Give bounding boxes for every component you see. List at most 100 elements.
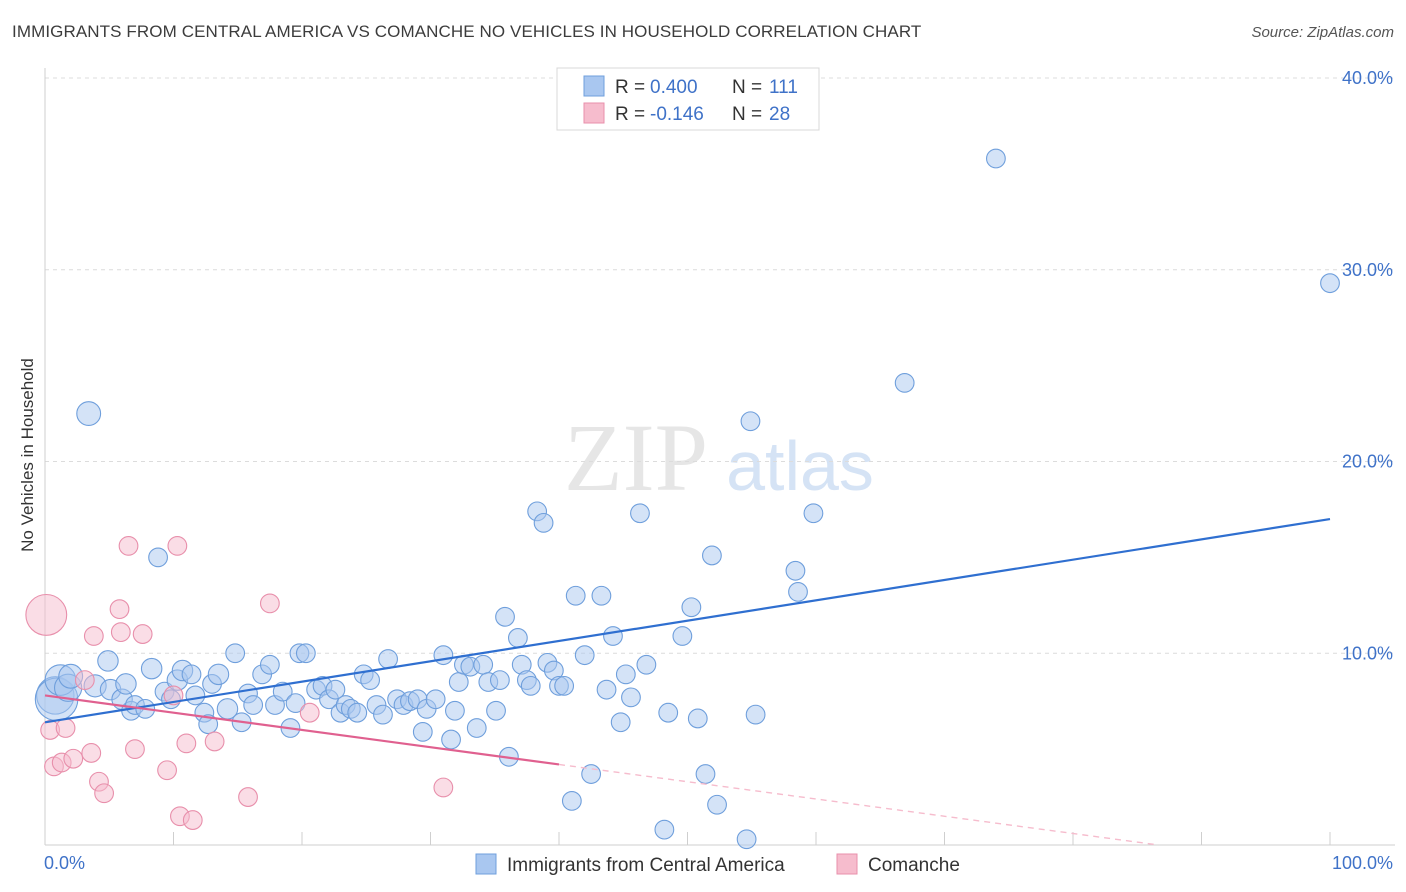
- immigrants-point: [295, 643, 316, 664]
- immigrants-point: [986, 148, 1006, 169]
- immigrants-point: [702, 545, 722, 566]
- immigrants-point: [615, 664, 636, 685]
- trend-line-immigrants: [44, 517, 1331, 724]
- chart-title: IMMIGRANTS FROM CENTRAL AMERICA VS COMAN…: [12, 22, 922, 41]
- immigrants-point: [97, 650, 119, 672]
- immigrants-point: [243, 695, 264, 715]
- stats-r-value-1: 0.400: [650, 77, 698, 98]
- immigrants-point: [285, 693, 306, 714]
- stats-n-value-1: 111: [769, 77, 798, 98]
- comanche-point: [25, 593, 68, 636]
- immigrants-point: [507, 628, 528, 648]
- comanche-point: [182, 810, 203, 830]
- immigrants-point: [803, 503, 824, 524]
- comanche-point: [110, 622, 131, 643]
- immigrants-point: [466, 718, 487, 738]
- immigrants-point: [658, 702, 679, 723]
- immigrants-point: [745, 704, 766, 725]
- comanche-point: [74, 670, 95, 690]
- immigrants-point: [672, 626, 693, 646]
- watermark-atlas: atlas: [726, 427, 874, 505]
- immigrants-point: [520, 675, 541, 696]
- comanche-point: [157, 760, 177, 781]
- immigrants-point: [360, 670, 381, 690]
- immigrants-point: [561, 790, 582, 811]
- trend-line-comanche: [44, 694, 560, 766]
- immigrants-point: [785, 560, 806, 581]
- x-tick-label: 100.0%: [1332, 853, 1393, 873]
- immigrants-point: [76, 401, 102, 427]
- immigrants-point: [185, 685, 206, 706]
- immigrants-point: [378, 649, 398, 669]
- legend-label-immigrants: Immigrants from Central America: [507, 855, 785, 876]
- comanche-point: [204, 731, 225, 752]
- immigrants-point: [591, 585, 612, 606]
- gridlines: [45, 77, 1395, 654]
- comanche-point: [132, 624, 153, 644]
- stats-swatch-pink: [583, 102, 605, 124]
- immigrants-point: [473, 654, 494, 675]
- y-tick-label: 40.0%: [1342, 68, 1393, 88]
- immigrants-point: [695, 764, 716, 784]
- immigrants-point: [115, 673, 137, 695]
- immigrants-point: [740, 411, 761, 432]
- immigrants-point: [681, 597, 702, 618]
- svg-text:R = -0.146 N =: R = -0.146 N = 28: [615, 104, 790, 125]
- immigrants-point: [148, 547, 168, 568]
- comanche-point: [109, 599, 130, 620]
- trend-lines: [44, 517, 1331, 846]
- immigrants-point: [565, 585, 586, 606]
- stats-r-label-2: R =: [615, 104, 650, 125]
- immigrants-point: [621, 687, 641, 708]
- immigrants-point: [636, 654, 657, 675]
- comanche-point: [167, 535, 188, 556]
- immigrants-point: [445, 700, 465, 721]
- comanche-point: [433, 777, 454, 798]
- immigrants-point: [448, 672, 469, 692]
- immigrants-point: [140, 657, 163, 680]
- legend-swatch-comanche: [836, 853, 858, 875]
- series-comanche-points: [25, 535, 454, 830]
- comanche-point: [238, 787, 258, 807]
- tick-labels: 10.0% 20.0% 30.0% 40.0% 0.0% 100.0%: [44, 68, 1393, 873]
- comanche-point: [176, 733, 197, 754]
- immigrants-point: [441, 729, 461, 750]
- trend-line-comanche-extension: [558, 763, 1159, 846]
- comanche-point: [55, 718, 76, 738]
- immigrants-point: [788, 581, 808, 602]
- comanche-point: [63, 748, 84, 769]
- immigrants-point: [373, 704, 393, 725]
- immigrants-point: [554, 675, 575, 696]
- stats-n-label-2: N =: [732, 104, 767, 125]
- y-tick-label: 30.0%: [1342, 260, 1393, 280]
- stats-swatch-blue: [583, 75, 605, 97]
- immigrants-point: [272, 681, 293, 702]
- stats-n-label-1: N =: [732, 77, 767, 98]
- comanche-point: [299, 702, 320, 723]
- immigrants-point: [198, 714, 219, 735]
- immigrants-point: [596, 679, 617, 700]
- comanche-point: [125, 739, 145, 760]
- comanche-point: [94, 783, 115, 804]
- stats-r-value-2: -0.146: [650, 104, 704, 125]
- immigrants-point: [707, 794, 727, 815]
- immigrants-point: [630, 503, 650, 524]
- legend-swatch-immigrants: [475, 853, 497, 875]
- x-tick-label: 0.0%: [44, 853, 85, 873]
- immigrants-point: [425, 689, 446, 710]
- immigrants-point: [533, 512, 554, 533]
- stats-r-label-1: R =: [615, 77, 650, 98]
- comanche-point: [83, 626, 104, 646]
- immigrants-point: [610, 712, 631, 733]
- comanche-point: [81, 743, 102, 763]
- immigrants-point: [207, 663, 230, 686]
- immigrants-point: [495, 606, 515, 627]
- immigrants-point: [412, 721, 433, 742]
- immigrants-point: [574, 645, 595, 666]
- stats-n-value-2: 28: [769, 104, 790, 125]
- immigrants-point: [687, 708, 708, 729]
- immigrants-point: [433, 645, 454, 666]
- immigrants-point: [654, 819, 675, 840]
- watermark-zip: ZIP: [564, 404, 708, 511]
